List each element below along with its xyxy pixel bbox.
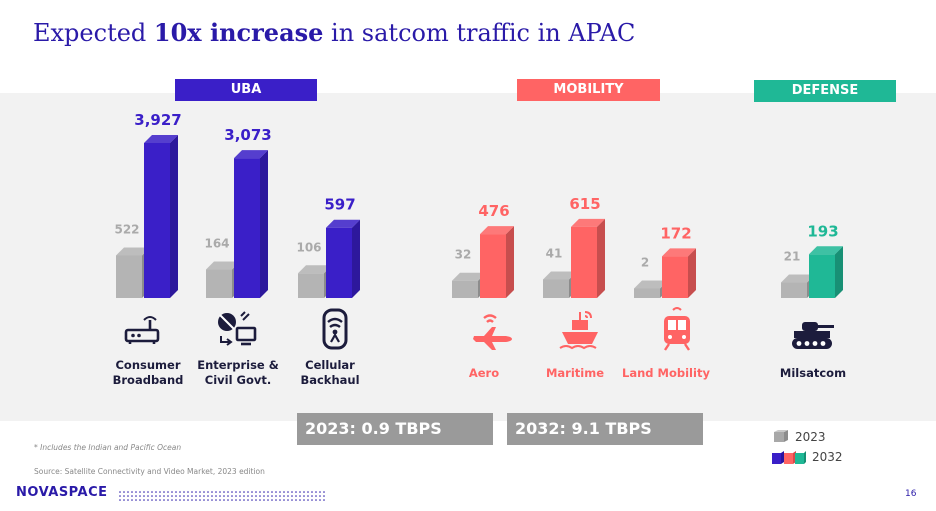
- category-label-2: Cellular Backhaul: [300, 358, 360, 387]
- total-2032: 2032: 9.1 TBPS: [507, 413, 703, 445]
- ship-icon: [559, 311, 598, 350]
- cell-tower-icon: [322, 308, 348, 350]
- router-icon: [124, 316, 160, 344]
- bar-2032-2: [326, 219, 360, 298]
- value-label-2032-4: 615: [569, 195, 600, 213]
- bar-2032-3: [480, 226, 514, 298]
- satellite-computer-icon: [218, 311, 257, 346]
- legend-2032-label: 2032: [812, 450, 843, 464]
- value-label-2023-5: 2: [641, 255, 649, 269]
- legend-2023-label: 2023: [795, 430, 826, 444]
- value-label-2023-6: 21: [784, 250, 801, 264]
- value-label-2023-0: 522: [114, 222, 139, 236]
- novaspace-logo: NOVASPACE: [16, 485, 108, 500]
- bar-2032-4: [571, 218, 605, 298]
- total-2023: 2023: 0.9 TBPS: [297, 413, 493, 445]
- value-label-2032-3: 476: [478, 202, 509, 220]
- airplane-icon: [473, 314, 512, 350]
- footnote: * Includes the Indian and Pacific Ocean: [34, 443, 182, 452]
- category-label-5: Land Mobility: [622, 366, 710, 380]
- category-label-0: Consumer Broadband: [112, 358, 184, 387]
- value-label-2032-2: 597: [324, 196, 355, 214]
- value-label-2023-2: 106: [296, 240, 321, 254]
- dot-pattern-decoration: [119, 491, 325, 501]
- bar-2032-1: [234, 150, 268, 298]
- group-header-defense: DEFENSE: [754, 80, 896, 102]
- value-label-2032-0: 3,927: [134, 111, 181, 129]
- category-label-3: Aero: [468, 366, 500, 380]
- bar-2032-0: [144, 135, 178, 298]
- tank-icon: [792, 322, 834, 349]
- value-label-2032-1: 3,073: [224, 126, 271, 144]
- value-label-2032-6: 193: [807, 222, 838, 240]
- legend-2023-swatch: [774, 430, 788, 442]
- category-label-6: Milsatcom: [779, 366, 847, 380]
- value-label-2023-3: 32: [455, 248, 472, 262]
- source-note: Source: Satellite Connectivity and Video…: [34, 467, 265, 476]
- value-label-2032-5: 172: [660, 224, 691, 242]
- legend-2032-swatch: [772, 451, 806, 464]
- group-header-mobility: MOBILITY: [517, 79, 660, 101]
- value-label-2023-4: 41: [546, 246, 563, 260]
- bar-2032-5: [662, 248, 696, 298]
- group-header-uba: UBA: [175, 79, 317, 101]
- category-label-1: Enterprise & Civil Govt.: [197, 358, 279, 387]
- train-icon: [664, 307, 690, 351]
- category-label-4: Maritime: [545, 366, 605, 380]
- bar-2032-6: [809, 246, 843, 298]
- value-label-2023-1: 164: [204, 237, 229, 251]
- slide-title: Expected 10x increase in satcom traffic …: [33, 18, 636, 47]
- page-number: 16: [905, 489, 917, 499]
